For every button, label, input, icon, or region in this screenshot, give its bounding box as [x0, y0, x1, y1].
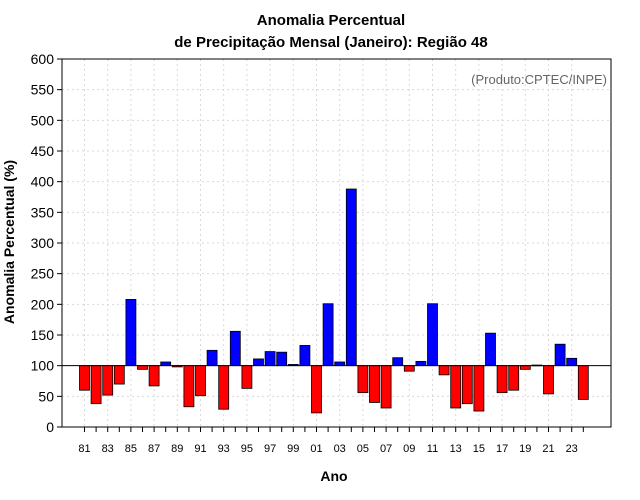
chart-title-line-1: Anomalia Percentual [257, 12, 405, 29]
x-axis-label: Ano [320, 468, 347, 484]
bar-95 [241, 365, 253, 389]
bar-16 [485, 332, 496, 367]
x-tick-label: 95 [241, 443, 253, 455]
chart-title-line-2: de Precipitação Mensal (Janeiro): Região… [174, 34, 487, 51]
x-tick-label: 19 [519, 443, 531, 455]
bar-96 [253, 358, 264, 367]
y-tick-label: 600 [31, 51, 55, 67]
bar-24 [577, 365, 589, 400]
bar-07 [380, 365, 392, 409]
bar-86 [137, 365, 148, 370]
bar-15 [473, 365, 485, 412]
x-tick-label: 03 [334, 443, 346, 455]
y-tick-label: 200 [31, 296, 55, 312]
bar-93 [218, 365, 230, 410]
bar-12 [438, 365, 450, 376]
bar-92 [206, 349, 218, 367]
bar-22 [554, 343, 566, 367]
bar-81 [79, 365, 90, 391]
bar-85 [125, 299, 137, 367]
bar-18 [508, 365, 520, 391]
bar-00 [299, 345, 311, 367]
bar-03 [334, 361, 346, 367]
bar-21 [543, 365, 554, 395]
y-tick-label: 150 [31, 327, 55, 343]
bar-87 [148, 365, 160, 387]
bar-90 [183, 365, 195, 408]
y-tick-label: 550 [31, 82, 55, 98]
y-tick-label: 100 [31, 358, 55, 374]
x-tick-label: 05 [357, 443, 369, 455]
x-tick-label: 81 [78, 443, 90, 455]
bar-98 [276, 351, 288, 367]
bar-82 [90, 365, 102, 405]
bar-84 [113, 365, 125, 385]
x-tick-label: 13 [450, 443, 462, 455]
x-tick-label: 83 [102, 443, 114, 455]
x-axis: 81 83 85 87 89 91 93 95 97 99 01 03 05 07 09 11 13 15 17 19… [78, 427, 584, 455]
x-tick-label: 09 [403, 443, 415, 455]
y-axis: 0 50 100 150 200 250 300 350 400 450 500 550 600 [31, 51, 62, 435]
y-tick-label: 250 [31, 266, 55, 282]
x-tick-label: 23 [566, 443, 578, 455]
bar-05 [357, 365, 369, 394]
bar-83 [102, 365, 114, 396]
y-tick-label: 400 [31, 174, 55, 190]
x-tick-label: 85 [125, 443, 137, 455]
x-tick-label: 15 [473, 443, 485, 455]
x-tick-label: 01 [310, 443, 322, 455]
y-axis-label: Anomalia Percentual (%) [1, 160, 17, 324]
x-tick-label: 97 [264, 443, 276, 455]
x-tick-label: 99 [287, 443, 299, 455]
bar-23 [566, 357, 578, 367]
source-annotation: (Produto:CPTEC/INPE) [471, 72, 607, 87]
x-tick-label: 21 [542, 443, 554, 455]
bar-17 [496, 365, 508, 394]
bar-06 [369, 365, 380, 403]
x-tick-label: 11 [427, 443, 438, 455]
x-tick-label: 89 [171, 443, 183, 455]
bar-19 [519, 365, 531, 370]
grid [62, 59, 611, 427]
bar-02 [322, 303, 334, 367]
y-tick-label: 450 [31, 143, 55, 159]
y-tick-label: 500 [31, 112, 55, 128]
bar-14 [461, 365, 473, 405]
bar-04 [345, 188, 357, 367]
bar-94 [229, 330, 241, 367]
bar-10 [415, 360, 427, 367]
bar-88 [160, 361, 172, 367]
bar-01 [311, 365, 322, 414]
bar-08 [392, 357, 404, 367]
bar-97 [264, 351, 276, 367]
y-tick-label: 50 [38, 388, 54, 404]
y-tick-label: 0 [46, 419, 54, 435]
y-tick-label: 350 [31, 204, 55, 220]
x-tick-label: 87 [148, 443, 160, 455]
bar-11 [427, 303, 438, 367]
bar-91 [195, 365, 206, 397]
x-tick-label: 93 [218, 443, 230, 455]
bars [79, 188, 589, 414]
x-tick-label: 91 [194, 443, 206, 455]
x-tick-label: 17 [496, 443, 508, 455]
bar-13 [450, 365, 462, 409]
x-tick-label: 07 [380, 443, 392, 455]
y-tick-label: 300 [31, 235, 55, 251]
bar-09 [403, 365, 415, 372]
